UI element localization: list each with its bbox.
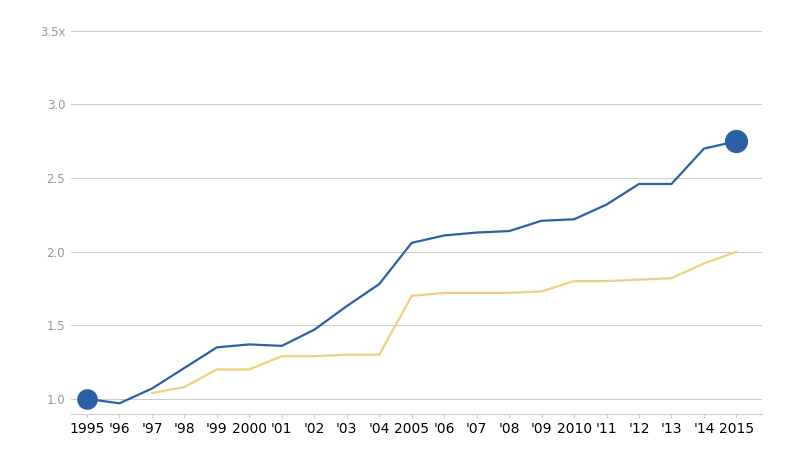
Point	[730, 138, 743, 145]
Point	[81, 395, 94, 403]
